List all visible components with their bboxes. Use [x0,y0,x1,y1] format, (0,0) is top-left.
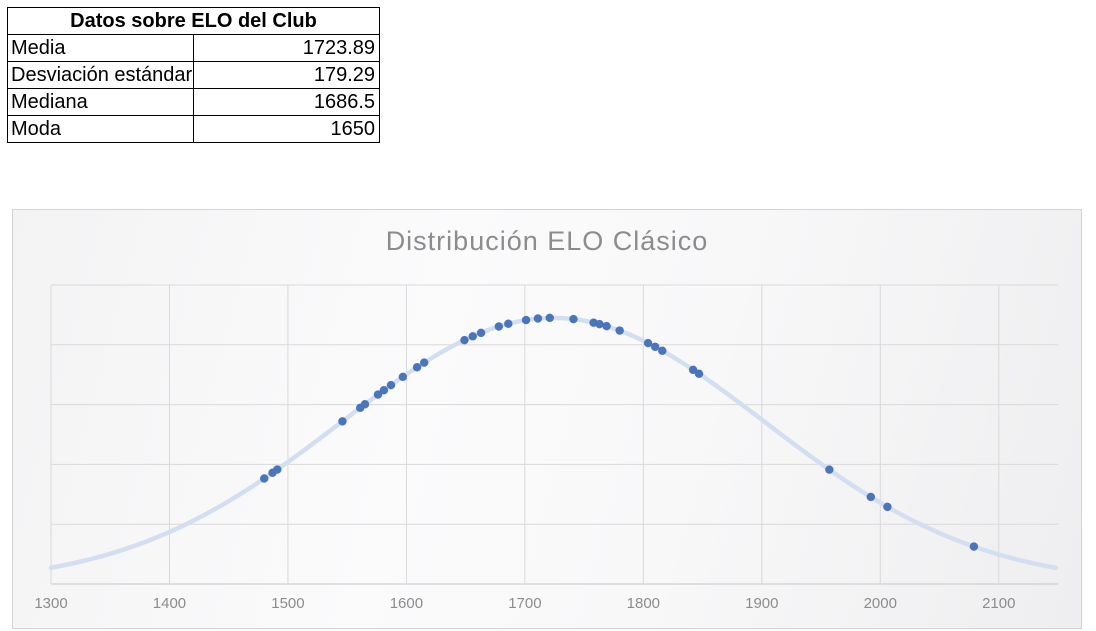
x-tick-label: 1300 [34,595,67,612]
elo-stats-table: Datos sobre ELO del Club Media 1723.89 D… [7,7,380,143]
data-point [657,346,667,356]
scatter-plot-area: 1300 1400 1500 1600 1700 1800 1900 2000 2100 [34,284,1058,612]
data-point [494,322,504,331]
table-row-desviacion: Desviación estándar 179.29 [7,61,380,89]
x-tick-label: 2100 [982,595,1015,612]
stat-label-cell[interactable]: Moda [7,115,194,143]
data-point [825,465,834,475]
data-point [419,358,429,367]
x-tick-label: 1500 [271,595,304,612]
chart-title: Distribución ELO Clásico [385,226,709,256]
data-point [373,390,383,399]
data-point [694,369,704,379]
x-tick-label: 1900 [745,595,778,612]
data-point [386,380,396,390]
data-point [545,313,555,323]
x-tick-label: 1400 [153,595,186,612]
x-tick-label: 1700 [508,595,541,612]
stats-table-header-row: Datos sobre ELO del Club [7,7,380,35]
data-point [688,365,698,375]
data-point [360,399,370,409]
x-tick-label: 1600 [390,595,423,612]
data-point [969,542,979,551]
stat-label-cell[interactable]: Desviación estándar [7,61,194,89]
stat-value-cell[interactable]: 1650 [193,115,380,143]
x-tick-label: 1800 [627,595,660,612]
stat-value-cell[interactable]: 1723.89 [193,34,380,62]
stat-value-cell[interactable]: 1686.5 [193,88,380,116]
elo-distribution-chart[interactable]: Distribución ELO Clásico 1300 1400 1500 160… [12,209,1082,629]
data-point [569,314,578,324]
data-point [643,338,653,348]
distribution-curve [48,315,1058,571]
data-point [602,321,611,331]
data-point [650,342,660,352]
stat-label-cell[interactable]: Media [7,34,194,62]
data-point [883,502,892,512]
table-row-mediana: Mediana 1686.5 [7,88,380,116]
table-row-moda: Moda 1650 [7,115,380,143]
data-point [398,372,408,382]
table-row-media: Media 1723.89 [7,34,380,62]
data-point [460,335,469,345]
data-point [272,465,282,474]
data-point [866,492,876,502]
data-point [468,331,478,341]
data-point [412,362,422,372]
data-point [533,314,543,323]
x-tick-label: 2000 [864,595,897,612]
data-point [615,326,625,335]
data-point [338,416,347,426]
data-point [521,315,531,325]
stat-label-cell[interactable]: Mediana [7,88,194,116]
stat-value-cell[interactable]: 179.29 [193,61,380,89]
data-point [476,328,486,338]
data-point [259,474,269,483]
data-point [379,385,389,395]
data-point [503,319,513,329]
stats-table-title[interactable]: Datos sobre ELO del Club [7,7,380,35]
